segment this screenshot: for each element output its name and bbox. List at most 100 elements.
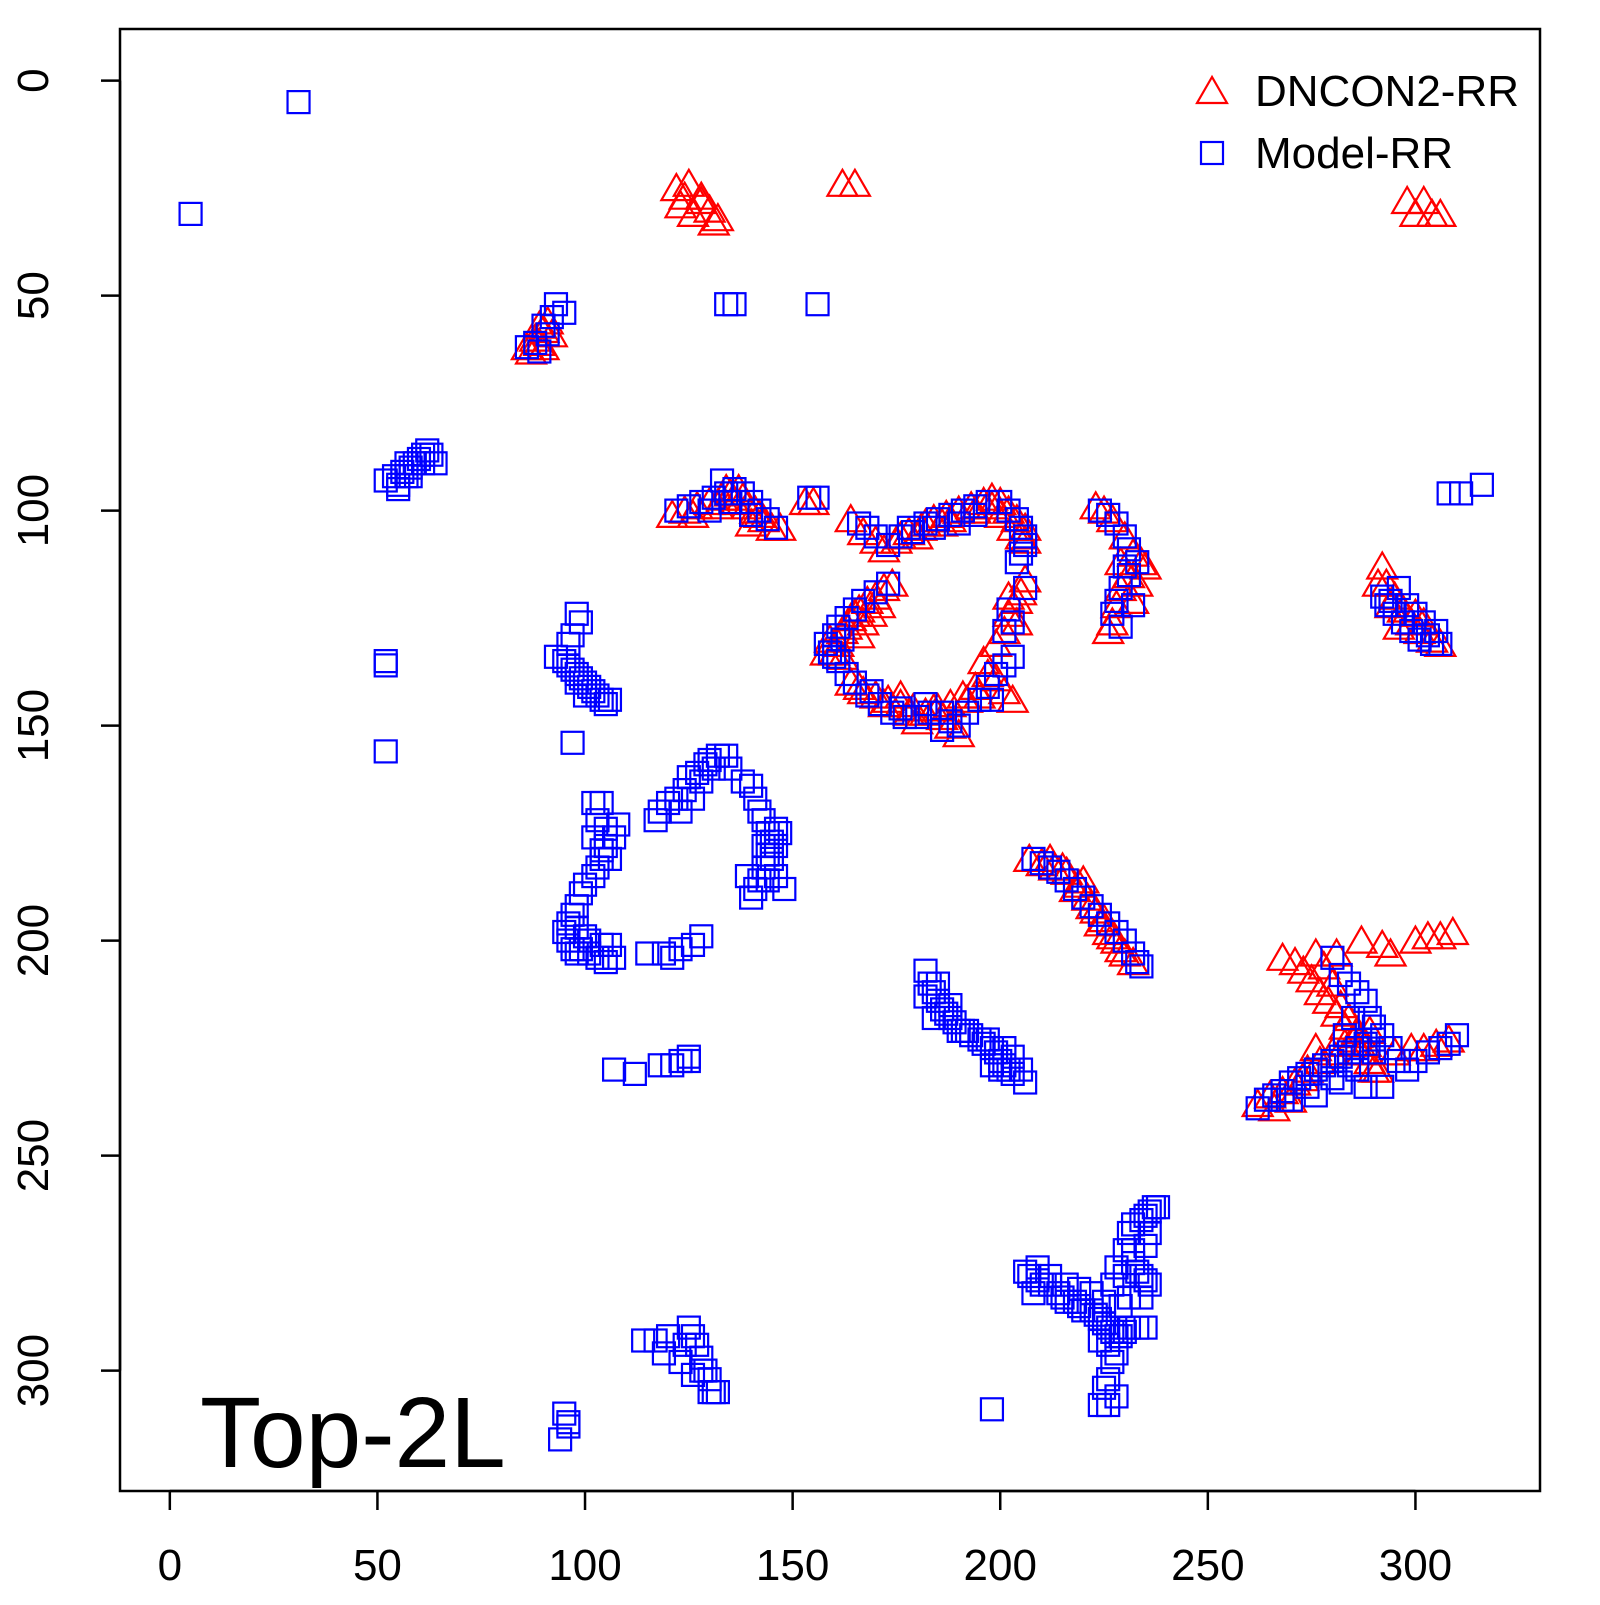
- square-point: [643, 808, 668, 833]
- square-point: [817, 640, 843, 665]
- square-point: [842, 670, 868, 695]
- square-point: [938, 992, 963, 1018]
- square-point: [560, 657, 585, 682]
- square-point: [714, 743, 739, 768]
- square-point: [1067, 1293, 1092, 1319]
- square-point: [564, 941, 589, 966]
- square-point: [1382, 601, 1407, 626]
- square-point: [556, 911, 581, 936]
- square-point: [917, 700, 942, 725]
- square-point: [568, 610, 593, 635]
- legend-label: DNCON2-RR: [1255, 67, 1519, 116]
- square-point: [855, 683, 880, 708]
- square-point: [1395, 1057, 1420, 1082]
- triangle-point: [671, 167, 706, 197]
- square-point: [975, 674, 1000, 700]
- triangle-point: [725, 481, 760, 511]
- triangle-point: [1066, 864, 1101, 894]
- x-tick-label: 50: [353, 1541, 402, 1590]
- square-point: [581, 825, 606, 850]
- square-point: [680, 786, 706, 811]
- square-point: [743, 876, 768, 902]
- triangle-point: [1286, 954, 1321, 984]
- square-point: [1096, 1332, 1121, 1357]
- square-point: [568, 666, 593, 691]
- square-point: [954, 700, 980, 725]
- triangle-point: [1357, 1053, 1391, 1083]
- triangle-point: [1298, 1031, 1333, 1062]
- square-point: [660, 1053, 685, 1078]
- square-point: [1079, 1281, 1104, 1306]
- square-point: [722, 292, 747, 317]
- square-point: [585, 808, 610, 833]
- triangle-point: [833, 502, 868, 533]
- square-point: [373, 468, 398, 493]
- square-point: [1013, 575, 1038, 601]
- square-point: [983, 661, 1009, 687]
- square-point: [601, 1057, 627, 1082]
- square-point: [410, 451, 436, 476]
- square-point: [1428, 631, 1453, 657]
- square-point: [577, 941, 602, 966]
- square-point: [1353, 1074, 1378, 1099]
- square-point: [1037, 855, 1063, 880]
- square-point: [373, 653, 398, 678]
- square-point: [1096, 1367, 1121, 1392]
- square-point: [1000, 1044, 1025, 1069]
- square-point: [685, 760, 710, 786]
- square-point: [967, 687, 992, 712]
- square-point: [1120, 941, 1146, 966]
- x-tick-label: 150: [756, 1541, 829, 1590]
- square-point: [535, 322, 560, 347]
- square-point: [651, 1341, 677, 1366]
- square-point: [1100, 1349, 1125, 1375]
- y-tick-label: 200: [9, 904, 58, 977]
- square-point: [593, 691, 618, 717]
- square-point: [1096, 1392, 1121, 1418]
- triangle-point: [667, 180, 702, 210]
- square-point: [718, 756, 743, 781]
- square-point: [585, 855, 610, 880]
- square-point: [739, 773, 764, 798]
- square-point: [552, 300, 577, 325]
- square-point: [763, 863, 789, 889]
- square-point: [1378, 588, 1403, 614]
- square-point: [1108, 1324, 1133, 1349]
- square-point: [1120, 1238, 1146, 1263]
- square-point: [1415, 623, 1440, 648]
- square-point: [1125, 949, 1150, 975]
- square-point: [892, 704, 917, 730]
- square-point: [664, 786, 689, 811]
- square-point: [693, 752, 718, 777]
- square-point: [585, 945, 610, 970]
- square-point: [581, 863, 606, 889]
- square-point: [1278, 1070, 1303, 1095]
- square-point: [1403, 1048, 1428, 1074]
- square-point: [1008, 541, 1034, 566]
- square-point: [697, 1379, 722, 1405]
- square-point: [514, 335, 540, 360]
- square-point: [855, 515, 880, 540]
- square-point: [1345, 980, 1370, 1005]
- square-point: [921, 515, 946, 540]
- square-point: [975, 489, 1000, 515]
- square-point: [1087, 1328, 1112, 1353]
- square-point: [1112, 554, 1137, 579]
- square-point: [1129, 1207, 1154, 1233]
- square-point: [946, 713, 971, 738]
- triangle-point: [1398, 924, 1433, 954]
- square-point: [1320, 1066, 1345, 1091]
- square-point: [286, 89, 311, 115]
- square-point: [1361, 1014, 1387, 1039]
- square-point: [1436, 1031, 1461, 1056]
- triangle-point: [962, 679, 997, 709]
- square-point: [1096, 1315, 1121, 1340]
- square-point: [896, 515, 921, 540]
- square-point: [676, 494, 701, 519]
- square-point: [979, 687, 1005, 712]
- x-tick-label: 200: [964, 1541, 1037, 1590]
- square-point: [1361, 1040, 1387, 1065]
- square-point: [1013, 1070, 1038, 1095]
- square-point: [564, 915, 589, 940]
- square-point: [1025, 1255, 1050, 1280]
